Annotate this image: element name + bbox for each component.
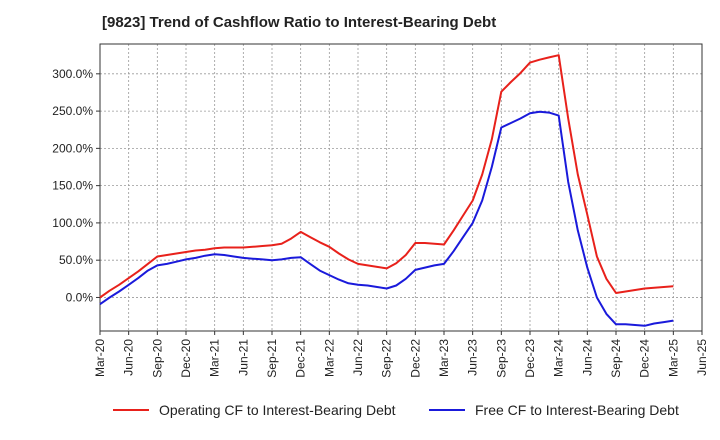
x-tick-label: Jun-24 [580, 339, 594, 376]
x-tick-label: Mar-21 [208, 339, 222, 377]
legend-item-operating-cf: Operating CF to Interest-Bearing Debt [113, 402, 396, 418]
x-tick-label: Jun-21 [236, 339, 250, 376]
plot-frame [99, 43, 703, 332]
x-tick-label: Mar-25 [666, 339, 680, 377]
y-tick-label: 150.0% [52, 179, 93, 193]
x-tick-label: Sep-24 [609, 339, 623, 378]
x-tick-label: Dec-22 [408, 339, 422, 378]
x-tick-label: Mar-20 [93, 339, 107, 377]
y-tick-label: 250.0% [52, 104, 93, 118]
y-tick-label: 100.0% [52, 216, 93, 230]
x-tick-label: Sep-21 [265, 339, 279, 378]
x-tick-label: Jun-23 [466, 339, 480, 376]
x-tick-label: Sep-23 [494, 339, 508, 378]
x-tick-label: Sep-22 [380, 339, 394, 378]
x-tick-label: Dec-24 [638, 339, 652, 378]
operating-cf-line [99, 54, 674, 299]
free-cf-line [99, 110, 674, 327]
x-tick-label: Dec-21 [294, 339, 308, 378]
x-tick-label: Mar-23 [437, 339, 451, 377]
legend-swatch-operating-cf [113, 409, 149, 411]
plot-area: 0.0% 50.0% 100.0% 150.0% 200.0% 250.0% 300.0% M… [52, 43, 709, 378]
axes [96, 43, 703, 335]
x-tick-label: Sep-20 [150, 339, 164, 378]
y-tick-label: 200.0% [52, 141, 93, 155]
y-tick-label: 50.0% [59, 253, 93, 267]
x-tick-label: Jun-22 [351, 339, 365, 376]
legend-item-free-cf: Free CF to Interest-Bearing Debt [429, 402, 679, 418]
legend-swatch-free-cf [429, 409, 465, 411]
chart-title: [9823] Trend of Cashflow Ratio to Intere… [102, 14, 497, 31]
series-lines [99, 54, 674, 327]
legend-label-free-cf: Free CF to Interest-Bearing Debt [475, 402, 679, 418]
x-tick-label: Jun-25 [695, 339, 709, 376]
y-tick-label: 0.0% [66, 290, 94, 304]
x-tick-label: Jun-20 [122, 339, 136, 376]
x-tick-label: Mar-24 [552, 339, 566, 377]
tick-labels: 0.0% 50.0% 100.0% 150.0% 200.0% 250.0% 300.0% M… [52, 67, 709, 378]
legend: Operating CF to Interest-Bearing Debt Fr… [0, 402, 720, 430]
y-tick-label: 300.0% [52, 67, 93, 81]
x-tick-label: Dec-20 [179, 339, 193, 378]
x-tick-label: Dec-23 [523, 339, 537, 378]
legend-label-operating-cf: Operating CF to Interest-Bearing Debt [159, 402, 396, 418]
x-tick-label: Mar-22 [322, 339, 336, 377]
